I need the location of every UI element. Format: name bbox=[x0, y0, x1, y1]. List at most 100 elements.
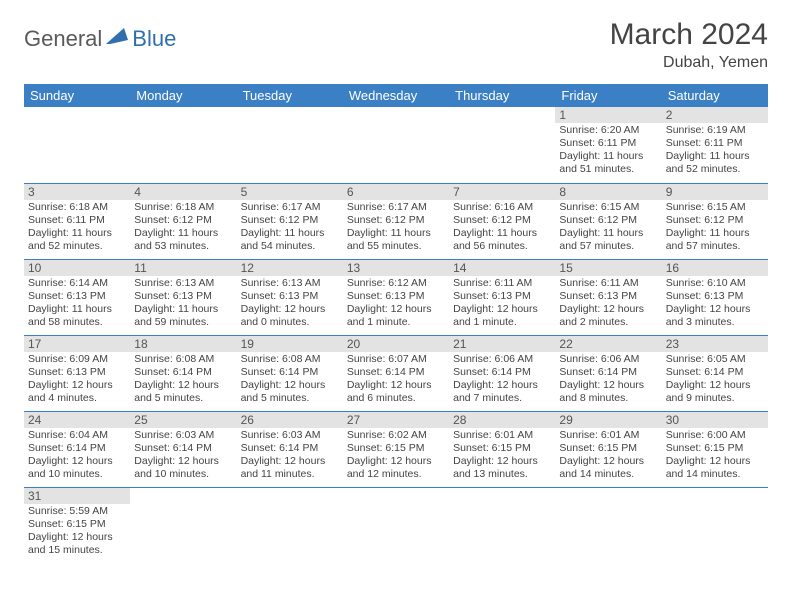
day-detail-line: Daylight: 12 hours bbox=[241, 379, 339, 392]
calendar-cell: 4Sunrise: 6:18 AMSunset: 6:12 PMDaylight… bbox=[130, 183, 236, 259]
day-detail-line: Sunset: 6:12 PM bbox=[453, 214, 551, 227]
day-detail-line: Daylight: 12 hours bbox=[347, 455, 445, 468]
day-detail-line: Daylight: 11 hours bbox=[134, 303, 232, 316]
day-detail-line: Daylight: 12 hours bbox=[666, 379, 764, 392]
day-detail-line: and 59 minutes. bbox=[134, 316, 232, 329]
day-detail-line: Sunrise: 6:06 AM bbox=[453, 353, 551, 366]
day-details: Sunrise: 6:15 AMSunset: 6:12 PMDaylight:… bbox=[555, 200, 661, 256]
day-detail-line: Sunrise: 6:03 AM bbox=[241, 429, 339, 442]
day-number: 22 bbox=[555, 336, 661, 352]
day-detail-line: and 5 minutes. bbox=[241, 392, 339, 405]
calendar-row: 17Sunrise: 6:09 AMSunset: 6:13 PMDayligh… bbox=[24, 335, 768, 411]
day-detail-line: Sunset: 6:13 PM bbox=[28, 366, 126, 379]
day-detail-line: Sunset: 6:15 PM bbox=[347, 442, 445, 455]
day-details: Sunrise: 6:11 AMSunset: 6:13 PMDaylight:… bbox=[449, 276, 555, 332]
day-detail-line: Sunset: 6:15 PM bbox=[666, 442, 764, 455]
day-detail-line: and 58 minutes. bbox=[28, 316, 126, 329]
day-details: Sunrise: 6:19 AMSunset: 6:11 PMDaylight:… bbox=[662, 123, 768, 179]
day-detail-line: Daylight: 12 hours bbox=[666, 455, 764, 468]
day-detail-line: Sunrise: 6:04 AM bbox=[28, 429, 126, 442]
day-details: Sunrise: 6:10 AMSunset: 6:13 PMDaylight:… bbox=[662, 276, 768, 332]
day-number: 4 bbox=[130, 184, 236, 200]
calendar-cell bbox=[449, 487, 555, 563]
location: Dubah, Yemen bbox=[610, 54, 768, 72]
day-detail-line: and 1 minute. bbox=[453, 316, 551, 329]
calendar-cell bbox=[343, 487, 449, 563]
day-detail-line: Sunrise: 6:07 AM bbox=[347, 353, 445, 366]
calendar-cell: 14Sunrise: 6:11 AMSunset: 6:13 PMDayligh… bbox=[449, 259, 555, 335]
calendar-cell: 20Sunrise: 6:07 AMSunset: 6:14 PMDayligh… bbox=[343, 335, 449, 411]
day-detail-line: Sunset: 6:14 PM bbox=[453, 366, 551, 379]
day-details: Sunrise: 6:01 AMSunset: 6:15 PMDaylight:… bbox=[555, 428, 661, 484]
calendar-cell: 24Sunrise: 6:04 AMSunset: 6:14 PMDayligh… bbox=[24, 411, 130, 487]
day-detail-line: and 11 minutes. bbox=[241, 468, 339, 481]
calendar-cell: 12Sunrise: 6:13 AMSunset: 6:13 PMDayligh… bbox=[237, 259, 343, 335]
day-detail-line: Sunrise: 6:09 AM bbox=[28, 353, 126, 366]
calendar-cell: 19Sunrise: 6:08 AMSunset: 6:14 PMDayligh… bbox=[237, 335, 343, 411]
day-detail-line: Daylight: 12 hours bbox=[666, 303, 764, 316]
day-detail-line: Sunset: 6:14 PM bbox=[134, 442, 232, 455]
day-number: 5 bbox=[237, 184, 343, 200]
day-detail-line: Sunset: 6:14 PM bbox=[559, 366, 657, 379]
day-details: Sunrise: 6:04 AMSunset: 6:14 PMDaylight:… bbox=[24, 428, 130, 484]
day-number: 29 bbox=[555, 412, 661, 428]
day-detail-line: and 6 minutes. bbox=[347, 392, 445, 405]
day-detail-line: Sunrise: 6:11 AM bbox=[453, 277, 551, 290]
day-detail-line: Sunset: 6:14 PM bbox=[28, 442, 126, 455]
day-details: Sunrise: 6:01 AMSunset: 6:15 PMDaylight:… bbox=[449, 428, 555, 484]
day-detail-line: Sunset: 6:13 PM bbox=[453, 290, 551, 303]
day-detail-line: Daylight: 12 hours bbox=[453, 303, 551, 316]
calendar-cell: 13Sunrise: 6:12 AMSunset: 6:13 PMDayligh… bbox=[343, 259, 449, 335]
day-detail-line: Sunrise: 6:08 AM bbox=[134, 353, 232, 366]
day-detail-line: and 3 minutes. bbox=[666, 316, 764, 329]
day-detail-line: Sunset: 6:13 PM bbox=[559, 290, 657, 303]
day-detail-line: Sunrise: 6:17 AM bbox=[347, 201, 445, 214]
logo-text-general: General bbox=[24, 26, 102, 52]
day-number: 8 bbox=[555, 184, 661, 200]
day-detail-line: Sunrise: 6:20 AM bbox=[559, 124, 657, 137]
calendar-cell: 18Sunrise: 6:08 AMSunset: 6:14 PMDayligh… bbox=[130, 335, 236, 411]
calendar-cell: 22Sunrise: 6:06 AMSunset: 6:14 PMDayligh… bbox=[555, 335, 661, 411]
day-detail-line: Sunrise: 6:00 AM bbox=[666, 429, 764, 442]
day-detail-line: Sunrise: 6:17 AM bbox=[241, 201, 339, 214]
day-number: 23 bbox=[662, 336, 768, 352]
day-detail-line: Sunset: 6:13 PM bbox=[347, 290, 445, 303]
calendar-cell bbox=[449, 107, 555, 183]
calendar-cell: 1Sunrise: 6:20 AMSunset: 6:11 PMDaylight… bbox=[555, 107, 661, 183]
calendar-cell: 15Sunrise: 6:11 AMSunset: 6:13 PMDayligh… bbox=[555, 259, 661, 335]
day-detail-line: Daylight: 12 hours bbox=[28, 455, 126, 468]
day-detail-line: and 51 minutes. bbox=[559, 163, 657, 176]
day-detail-line: Sunrise: 6:12 AM bbox=[347, 277, 445, 290]
day-detail-line: and 54 minutes. bbox=[241, 240, 339, 253]
day-detail-line: Daylight: 11 hours bbox=[347, 227, 445, 240]
calendar-cell bbox=[237, 487, 343, 563]
day-details: Sunrise: 6:20 AMSunset: 6:11 PMDaylight:… bbox=[555, 123, 661, 179]
weekday-header: Sunday bbox=[24, 84, 130, 107]
calendar-cell: 10Sunrise: 6:14 AMSunset: 6:13 PMDayligh… bbox=[24, 259, 130, 335]
day-number: 20 bbox=[343, 336, 449, 352]
day-detail-line: Daylight: 12 hours bbox=[347, 303, 445, 316]
day-details: Sunrise: 6:02 AMSunset: 6:15 PMDaylight:… bbox=[343, 428, 449, 484]
calendar-cell: 9Sunrise: 6:15 AMSunset: 6:12 PMDaylight… bbox=[662, 183, 768, 259]
calendar-cell bbox=[662, 487, 768, 563]
day-detail-line: Sunset: 6:14 PM bbox=[134, 366, 232, 379]
day-detail-line: Daylight: 11 hours bbox=[666, 227, 764, 240]
day-detail-line: Daylight: 12 hours bbox=[453, 455, 551, 468]
day-details: Sunrise: 6:07 AMSunset: 6:14 PMDaylight:… bbox=[343, 352, 449, 408]
day-details: Sunrise: 6:17 AMSunset: 6:12 PMDaylight:… bbox=[343, 200, 449, 256]
day-detail-line: Sunrise: 6:08 AM bbox=[241, 353, 339, 366]
day-detail-line: Sunset: 6:15 PM bbox=[453, 442, 551, 455]
calendar-cell: 30Sunrise: 6:00 AMSunset: 6:15 PMDayligh… bbox=[662, 411, 768, 487]
day-number: 24 bbox=[24, 412, 130, 428]
calendar-cell: 25Sunrise: 6:03 AMSunset: 6:14 PMDayligh… bbox=[130, 411, 236, 487]
calendar-cell: 3Sunrise: 6:18 AMSunset: 6:11 PMDaylight… bbox=[24, 183, 130, 259]
day-detail-line: and 52 minutes. bbox=[28, 240, 126, 253]
day-detail-line: Daylight: 12 hours bbox=[241, 303, 339, 316]
day-detail-line: Daylight: 12 hours bbox=[241, 455, 339, 468]
day-detail-line: Daylight: 12 hours bbox=[28, 379, 126, 392]
day-detail-line: Sunset: 6:12 PM bbox=[666, 214, 764, 227]
day-detail-line: Daylight: 11 hours bbox=[28, 303, 126, 316]
day-detail-line: Sunrise: 6:18 AM bbox=[28, 201, 126, 214]
day-detail-line: Daylight: 11 hours bbox=[559, 150, 657, 163]
day-details: Sunrise: 6:14 AMSunset: 6:13 PMDaylight:… bbox=[24, 276, 130, 332]
